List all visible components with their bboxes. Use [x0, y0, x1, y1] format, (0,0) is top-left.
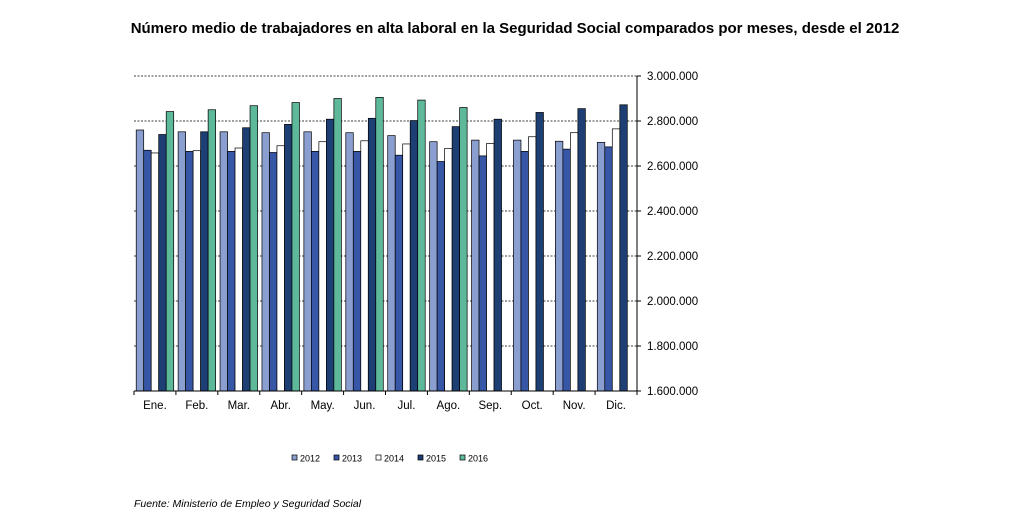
bar-2016: [291, 102, 300, 392]
bar-2012: [429, 141, 438, 392]
legend-label: 2013: [342, 454, 362, 464]
bar-2012: [345, 132, 354, 392]
bar-2013: [311, 151, 320, 392]
legend-swatch: [333, 454, 340, 461]
bar-2016: [333, 98, 342, 392]
bar-2014: [486, 143, 495, 392]
source-note: Fuente: Ministerio de Empleo y Seguridad…: [134, 498, 362, 510]
bar-2015: [535, 112, 544, 392]
bar-2012: [261, 132, 270, 392]
bar-2015: [158, 134, 167, 392]
x-tick-label: May.: [311, 400, 335, 412]
bar-2013: [143, 149, 152, 392]
bar-2013: [436, 161, 445, 392]
bar-2016: [459, 107, 468, 392]
bar-2012: [555, 140, 564, 392]
bar-2013: [352, 151, 362, 392]
bar-2015: [242, 127, 251, 392]
bar-2013: [394, 154, 404, 392]
y-tick-label: 2.000.000: [647, 296, 698, 308]
bar-2012: [219, 131, 228, 392]
y-tick-label: 2.400.000: [647, 206, 698, 218]
bar-2014: [276, 145, 285, 392]
x-tick-label: Jul.: [398, 400, 416, 412]
y-tick-label: 1.800.000: [647, 341, 698, 353]
chart-title: Número medio de trabajadores en alta lab…: [130, 20, 900, 37]
bar-2012: [177, 131, 186, 392]
x-tick-label: Sep.: [478, 400, 502, 412]
bar-2014: [360, 140, 369, 392]
bar-2016: [249, 105, 258, 392]
bar-2013: [562, 148, 571, 392]
x-tick-label: Mar.: [228, 400, 250, 412]
y-tick-label: 2.600.000: [647, 161, 698, 173]
legend-label: 2014: [384, 454, 404, 464]
bar-2015: [619, 104, 628, 392]
y-tick-label: 3.000.000: [647, 71, 698, 83]
bar-2015: [493, 118, 502, 392]
bar-2014: [444, 148, 453, 392]
legend-swatch: [291, 454, 298, 461]
x-tick-label: Dic.: [606, 400, 626, 412]
bar-2014: [402, 143, 411, 392]
bar-2012: [135, 129, 145, 392]
bar-2014: [318, 141, 327, 392]
legend-swatch: [375, 454, 382, 461]
bar-2015: [409, 120, 419, 392]
y-tick-label: 2.200.000: [647, 251, 698, 263]
bar-2015: [284, 124, 293, 392]
bar-2015: [200, 131, 209, 392]
legend: 2012 2013 2014 2015 2016: [291, 454, 488, 464]
bar-2013: [478, 155, 487, 392]
bar-2015: [367, 117, 377, 392]
bar-2016: [207, 109, 216, 392]
x-tick-label: Nov.: [563, 400, 586, 412]
bar-2016: [165, 111, 175, 392]
x-tick-label: Feb.: [185, 400, 208, 412]
bar-2013: [604, 146, 613, 392]
bar-2015: [326, 118, 335, 392]
bar-2012: [596, 142, 606, 392]
bar-2013: [269, 152, 278, 392]
bar-2014: [611, 128, 621, 392]
bar-2015: [577, 108, 586, 392]
bar-2014: [150, 152, 160, 392]
legend-label: 2015: [426, 454, 446, 464]
legend-swatch: [459, 454, 466, 461]
bar-2014: [234, 147, 243, 392]
bar-2015: [451, 126, 460, 392]
x-tick-label: Oct.: [522, 400, 543, 412]
legend-label: 2016: [468, 454, 488, 464]
legend-swatch: [417, 454, 424, 461]
x-tick-label: Abr.: [270, 400, 290, 412]
axes: 1.600.000 1.800.000 2.000.000 2.200.000 2.40…: [133, 71, 698, 412]
bar-2016: [375, 97, 384, 392]
bar-2014: [570, 132, 579, 392]
x-tick-label: Ene.: [143, 400, 167, 412]
bar-2012: [303, 131, 312, 392]
bar-2013: [185, 151, 194, 392]
bar-2012: [387, 135, 396, 392]
bar-2012: [513, 139, 522, 392]
legend-label: 2012: [300, 454, 320, 464]
y-tick-label: 1.600.000: [647, 386, 698, 398]
bar-2016: [417, 99, 426, 392]
bar-2013: [227, 151, 236, 392]
x-tick-label: Ago.: [437, 400, 461, 412]
bar-2012: [471, 139, 480, 392]
bar-2014: [192, 150, 201, 392]
x-tick-label: Jun.: [354, 400, 376, 412]
bar-2014: [528, 136, 537, 392]
y-tick-label: 2.800.000: [647, 116, 698, 128]
bar-series: [135, 97, 628, 392]
bar-2013: [520, 151, 529, 392]
